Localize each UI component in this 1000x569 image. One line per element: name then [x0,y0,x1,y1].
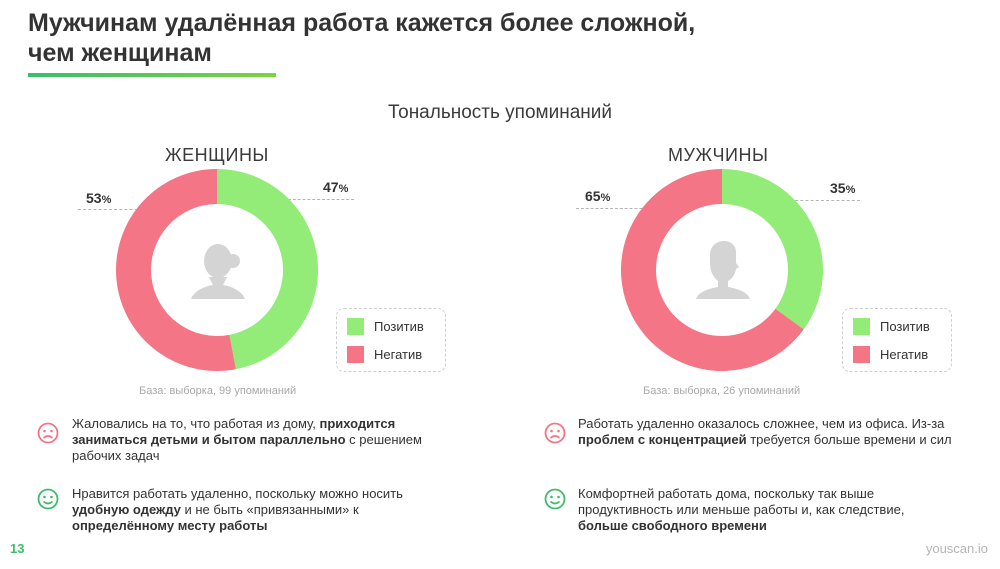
page-number: 13 [10,541,25,556]
legend-label-positive: Позитив [374,319,424,334]
donut-slice-negative [621,169,804,371]
women-positive-leader [288,199,354,200]
men-positive-note: Комфортней работать дома, поскольку так … [578,486,905,533]
brand-footer: youscan.io [925,541,988,556]
charts-subtitle: Тональность упоминаний [388,102,612,123]
women-positive-note: Нравится работать удаленно, поскольку мо… [72,486,403,533]
woman-silhouette-icon [191,244,245,299]
women-legend: Позитив Негатив [336,308,446,372]
title-underline [28,73,276,77]
page-title: Мужчинам удалённая работа кажется более … [28,9,696,67]
men-negative-leader [576,208,652,209]
women-sample-base: База: выборка, 99 упоминаний [139,385,297,397]
negative-swatch [347,346,364,363]
men-legend: Позитив Негатив [842,308,952,372]
men-sample-base: База: выборка, 26 упоминаний [643,385,801,397]
women-donut-chart [115,169,318,371]
legend-item-positive: Позитив [347,318,424,335]
negative-swatch [853,346,870,363]
women-positive-pct: 47% [323,179,349,195]
man-silhouette-icon [696,241,750,299]
women-negative-leader [78,209,148,210]
men-donut-chart [621,169,823,371]
positive-swatch [853,318,870,335]
men-negative-note: Работать удаленно оказалось сложнее, чем… [578,416,952,447]
men-positive-pct: 35% [830,180,856,196]
sad-face-icon [544,422,566,444]
legend-item-negative: Негатив [347,346,422,363]
legend-label-negative: Негатив [880,347,929,362]
legend-label-positive: Позитив [880,319,930,334]
women-chart-title: ЖЕНЩИНЫ [165,145,269,165]
donut-slice-negative [115,169,236,371]
women-negative-note: Жаловались на то, что работая из дому, п… [72,416,422,463]
positive-swatch [347,318,364,335]
legend-label-negative: Негатив [374,347,423,362]
legend-item-positive: Позитив [853,318,930,335]
sad-face-icon [37,422,59,444]
men-negative-pct: 65% [585,188,611,204]
donut-slice-positive [722,169,823,330]
women-negative-pct: 53% [86,190,112,206]
men-chart-title: МУЖЧИНЫ [668,145,769,165]
men-positive-leader [790,200,860,201]
smile-face-icon [37,488,59,510]
legend-item-negative: Негатив [853,346,928,363]
smile-face-icon [544,488,566,510]
donut-slice-positive [217,169,318,370]
